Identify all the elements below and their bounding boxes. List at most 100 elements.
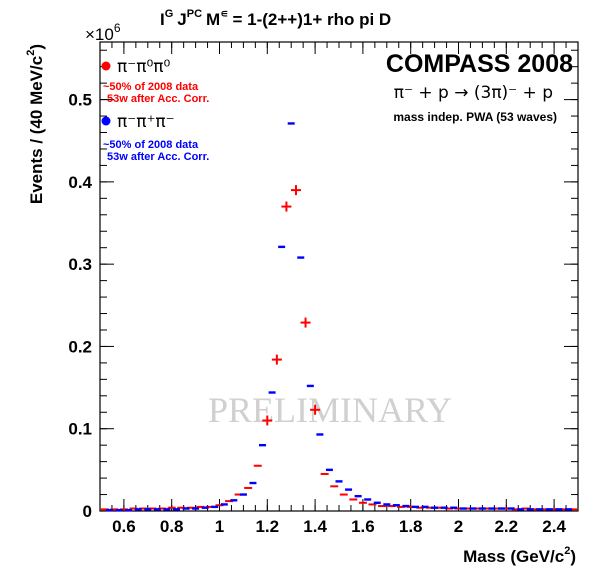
legend-note-red-1: ~50% of 2008 data xyxy=(103,81,199,93)
blue-point-mark xyxy=(335,480,343,483)
blue-point-mark xyxy=(172,508,180,511)
blue-point-mark xyxy=(545,508,553,511)
legend-note-red-2: 53w after Acc. Corr. xyxy=(107,93,209,105)
blue-point-mark xyxy=(134,508,142,511)
blue-point-mark xyxy=(297,256,305,259)
blue-point-mark xyxy=(536,508,544,511)
x-tick-label: 2 xyxy=(454,517,463,536)
blue-data-point xyxy=(182,507,190,510)
blue-point-mark xyxy=(287,122,295,125)
blue-data-point xyxy=(192,507,200,510)
blue-data-point xyxy=(134,508,142,511)
x-axis-label: Mass (GeV/c2) xyxy=(463,545,576,566)
blue-point-mark xyxy=(278,245,286,249)
blue-point-mark xyxy=(144,508,152,511)
blue-point-mark xyxy=(249,481,257,485)
blue-point-mark xyxy=(440,506,448,509)
blue-data-point xyxy=(125,508,133,512)
blue-point-mark xyxy=(450,506,458,509)
blue-point-mark xyxy=(507,507,515,510)
blue-point-mark xyxy=(153,508,161,511)
blue-data-point xyxy=(383,503,391,506)
blue-data-point xyxy=(440,506,448,509)
blue-data-point xyxy=(411,505,419,509)
x-tick-label: 1.2 xyxy=(255,517,279,536)
chart-title: IG JPC M∊ = 1-(2++)1+ rho pi D xyxy=(160,8,391,29)
blue-data-point xyxy=(345,488,353,491)
x-tick-label: 2.2 xyxy=(494,517,518,536)
blue-data-point xyxy=(364,498,372,501)
legend-marker-blue xyxy=(101,116,111,126)
blue-data-point xyxy=(421,505,429,509)
blue-point-mark xyxy=(268,391,276,394)
blue-data-point xyxy=(402,504,410,508)
blue-point-mark xyxy=(115,508,123,512)
y-tick-label: 0.1 xyxy=(68,420,92,439)
blue-data-point xyxy=(278,245,286,249)
blue-point-mark xyxy=(478,507,486,510)
y-exponent: ×106 xyxy=(85,21,121,44)
blue-data-point xyxy=(115,508,123,512)
red-data-point xyxy=(349,498,358,501)
blue-point-mark xyxy=(259,443,267,447)
blue-point-mark xyxy=(459,507,467,510)
blue-data-point xyxy=(106,508,114,512)
blue-data-point xyxy=(459,507,467,510)
blue-data-point xyxy=(201,506,209,509)
red-data-point xyxy=(300,317,311,328)
blue-data-point xyxy=(392,504,400,507)
blue-data-point xyxy=(297,256,305,259)
blue-data-point xyxy=(545,508,553,511)
blue-data-point xyxy=(316,433,324,436)
blue-point-mark xyxy=(306,384,314,388)
blue-point-mark xyxy=(201,506,209,509)
blue-point-mark xyxy=(345,488,353,491)
blue-point-mark xyxy=(392,504,400,507)
blue-data-point xyxy=(211,505,219,509)
legend-note-blue-2: 53w after Acc. Corr. xyxy=(107,151,209,163)
red-data-point xyxy=(281,201,292,212)
ticks-layer: 0.6 0.8 1 1.2 1.4 1.6 1.8 2 2.2 2.4 0 0.1 0.2 0.3 0.4 0… xyxy=(68,42,579,536)
method-label: mass indep. PWA (53 waves) xyxy=(393,110,557,124)
x-tick-label: 1 xyxy=(215,517,224,536)
legend-marker-red xyxy=(101,61,111,71)
y-tick-label: 0.2 xyxy=(68,337,92,356)
x-tick-label: 1.4 xyxy=(303,517,327,536)
red-data-point xyxy=(167,506,176,509)
blue-point-mark xyxy=(402,504,410,508)
legend-note-blue-1: ~50% of 2008 data xyxy=(103,139,199,151)
blue-data-point xyxy=(230,499,238,502)
blue-point-mark xyxy=(373,501,381,504)
blue-point-mark xyxy=(125,508,133,512)
blue-data-point xyxy=(526,508,534,511)
watermark: PRELIMINARY xyxy=(208,390,452,430)
red-data-point xyxy=(339,493,348,496)
y-axis-label: Events / (40 MeV/c2) xyxy=(25,44,46,204)
blue-point-mark xyxy=(411,505,419,509)
blue-point-mark xyxy=(163,508,171,511)
blue-point-mark xyxy=(469,507,477,510)
x-tick-label: 0.8 xyxy=(160,517,184,536)
blue-data-point xyxy=(335,480,343,483)
blue-point-mark xyxy=(182,507,190,510)
x-tick-label: 1.8 xyxy=(399,517,423,536)
blue-point-mark xyxy=(192,507,200,510)
blue-data-point xyxy=(488,507,496,510)
reaction-label: π⁻ + p → (3π)⁻ + p xyxy=(394,83,553,103)
blue-point-mark xyxy=(211,505,219,509)
blue-data-point xyxy=(325,468,333,472)
blue-data-point xyxy=(536,508,544,511)
blue-data-point xyxy=(268,391,276,394)
blue-point-mark xyxy=(316,433,324,436)
red-data-point xyxy=(310,404,321,415)
red-data-point xyxy=(320,472,329,475)
y-tick-label: 0.5 xyxy=(68,91,92,110)
red-data-point xyxy=(253,464,262,467)
blue-point-mark xyxy=(383,503,391,506)
blue-data-point xyxy=(498,507,506,510)
red-data-point xyxy=(262,415,273,426)
blue-point-mark xyxy=(106,508,114,512)
red-data-point xyxy=(378,505,387,508)
x-tick-label: 2.4 xyxy=(542,517,566,536)
blue-data-point xyxy=(306,384,314,388)
